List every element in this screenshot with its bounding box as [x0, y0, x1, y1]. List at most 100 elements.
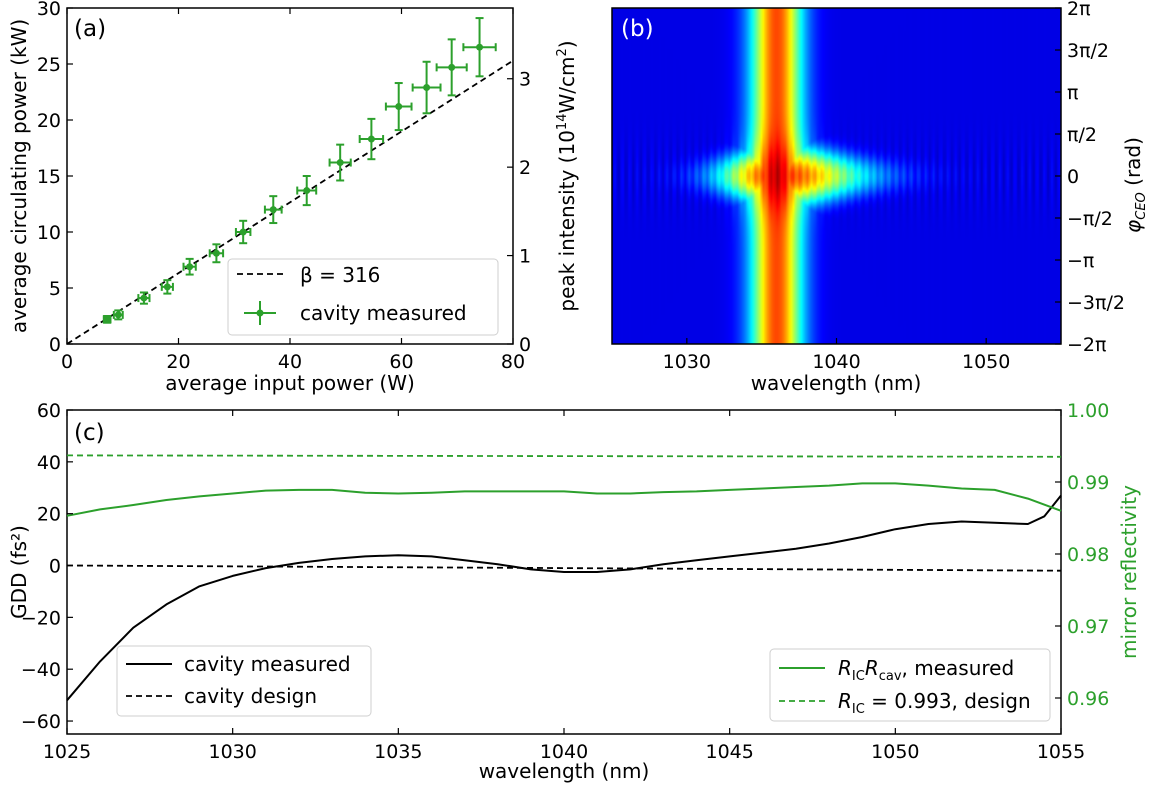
data-marker — [303, 187, 311, 195]
data-point — [296, 175, 318, 207]
y-tick-label: −2π — [1067, 334, 1106, 356]
data-point — [263, 195, 283, 225]
legend-measured-label: cavity measured — [300, 301, 467, 325]
data-point — [358, 117, 385, 161]
panel-a-y-ticks: 0 5 10 15 20 25 30 — [37, 0, 73, 356]
cavity-measured-line — [66, 494, 1062, 701]
y2-label-part1: peak intensity (10 — [555, 130, 579, 312]
panel-a-x-axis-label: average input power (W) — [165, 371, 415, 395]
cavity-design-line — [66, 564, 1062, 572]
panel-c-x-axis-label: wavelength (nm) — [479, 759, 650, 783]
legend-beta-label: β = 316 — [300, 263, 380, 287]
data-marker — [395, 103, 403, 111]
x-tick-label: 40 — [278, 351, 302, 373]
y2-tick-label: 3 — [519, 69, 531, 91]
data-point — [160, 279, 174, 295]
data-point — [328, 143, 352, 182]
legend-r-design-label: RIC = 0.993, design — [838, 689, 1031, 717]
panel-b-x-axis-label: wavelength (nm) — [751, 371, 922, 395]
panel-c-y2-ticks: 0.96 0.97 0.98 0.99 1.00 — [1055, 400, 1109, 710]
x-tick-label: 0 — [61, 351, 73, 373]
x-tick-label: 80 — [501, 351, 525, 373]
x-tick-label: 1040 — [812, 351, 860, 373]
data-point — [182, 257, 197, 276]
panel-a-y2-ticks: 0 1 2 3 — [507, 69, 531, 356]
x-tick-label: 1050 — [962, 351, 1010, 373]
panel-c-x-ticks: 1025 1030 1035 1040 1045 1050 1055 — [43, 410, 1085, 763]
phi-symbol: φ — [1121, 220, 1145, 233]
y-tick-label: 0 — [49, 556, 61, 578]
data-point — [137, 291, 151, 305]
y-tick-label: 5 — [49, 278, 61, 300]
data-point — [112, 309, 124, 321]
data-marker — [103, 315, 111, 323]
data-point — [102, 315, 112, 324]
y-tick-label: −π/2 — [1067, 208, 1113, 230]
data-marker — [239, 228, 247, 236]
panel-c-y2-axis-label: mirror reflectivity — [1117, 485, 1141, 659]
panel-c-marks — [66, 454, 1062, 701]
data-marker — [269, 206, 277, 214]
y2-tick-label: 0.98 — [1067, 544, 1109, 566]
data-marker — [114, 311, 122, 319]
x-tick-label: 1030 — [208, 741, 256, 763]
y-tick-label: 30 — [37, 0, 61, 20]
y-tick-label: 3π/2 — [1067, 40, 1109, 62]
reflectivity-measured-line — [66, 482, 1062, 517]
panel-c-y-ticks: −60 −40 −20 0 20 40 60 — [21, 400, 73, 733]
y2-label-close: ) — [555, 40, 579, 48]
panel-c-y-axis-label: GDD (fs²) — [7, 525, 31, 619]
panel-c-label: (c) — [74, 420, 105, 446]
y-tick-label: 15 — [37, 166, 61, 188]
y-tick-label: 2π — [1067, 0, 1091, 20]
legend-r-measured-label: RICRcav, measured — [838, 656, 1014, 684]
panel-b-y-ticks: −2π −3π/2 −π −π/2 0 π/2 π 3π/2 2π — [1055, 0, 1125, 356]
data-point — [462, 17, 497, 78]
legend-measured-swatch — [244, 301, 276, 325]
panel-a-legend-box — [227, 258, 499, 336]
data-marker — [163, 283, 171, 291]
y2-tick-label: 0.97 — [1067, 616, 1109, 638]
legend-left-box — [116, 645, 372, 717]
y2-tick-label: 0.96 — [1067, 688, 1109, 710]
y2-label-exp1: 14 — [555, 114, 570, 131]
legend-right-box — [769, 648, 1051, 722]
data-point — [411, 60, 442, 115]
y2-tick-label: 2 — [519, 157, 531, 179]
y-tick-label: π/2 — [1067, 124, 1097, 146]
data-marker — [336, 159, 344, 167]
y-tick-label: 25 — [37, 54, 61, 76]
panel-a-label: (a) — [74, 16, 106, 42]
y-tick-label: −20 — [21, 607, 61, 629]
panel-a-x-ticks: 0 20 40 60 80 — [61, 8, 525, 373]
x-tick-label: 1040 — [540, 741, 588, 763]
y-tick-label: 40 — [37, 452, 61, 474]
panel-c: 1025 1030 1035 1040 1045 1050 1055 −60 −40 −20 0 2… — [7, 400, 1141, 783]
panel-b-heatmap-image — [612, 8, 1061, 344]
panel-b: 1030 1040 1050 −2π −3π/2 −π −π/2 0 π/2 π 3π/2 2π (… — [611, 0, 1149, 395]
y2-tick-label: 0.99 — [1067, 472, 1109, 494]
y-tick-label: 10 — [37, 222, 61, 244]
panel-a-y-axis-label: average circulating power (kW) — [7, 19, 31, 333]
y-tick-label: 0 — [49, 334, 61, 356]
data-marker — [448, 63, 456, 71]
y-tick-label: 20 — [37, 110, 61, 132]
x-tick-label: 1045 — [705, 741, 753, 763]
data-marker — [423, 84, 431, 92]
x-tick-label: 60 — [389, 351, 413, 373]
data-marker — [140, 294, 148, 302]
panel-a-marks — [66, 17, 514, 345]
data-marker — [212, 249, 220, 257]
y2-tick-label: 1 — [519, 246, 531, 268]
data-marker — [186, 263, 194, 271]
y2-label-part2: W/cm — [555, 57, 579, 114]
y-tick-label: −π — [1067, 250, 1094, 272]
x-tick-label: 1050 — [871, 741, 919, 763]
panel-b-x-ticks: 1030 1040 1050 — [663, 338, 1010, 373]
legend-cavity-design-label: cavity design — [184, 684, 317, 708]
panel-b-label: (b) — [621, 16, 654, 42]
x-tick-label: 1025 — [43, 741, 91, 763]
y2-tick-label: 0 — [519, 334, 531, 356]
panel-a: 0 20 40 60 80 0 5 10 15 20 25 30 0 1 2 3 (a) average … — [7, 0, 579, 395]
panel-a-legend: β = 316 cavity measured — [227, 258, 499, 336]
